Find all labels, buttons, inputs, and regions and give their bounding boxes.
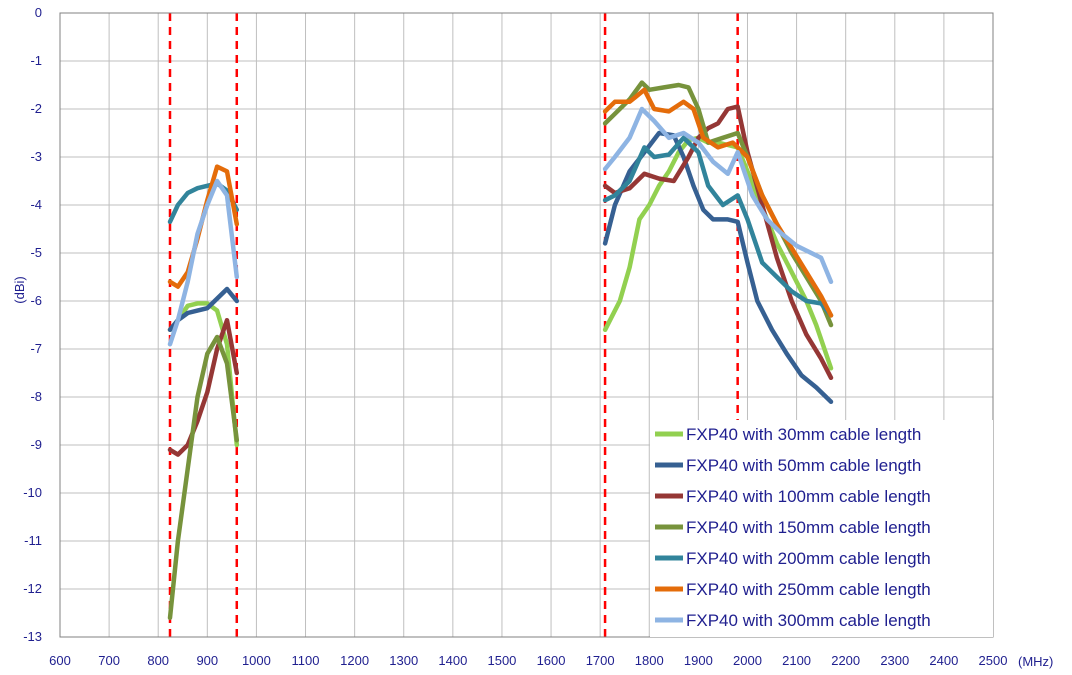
series-lines (167, 80, 834, 621)
y-tick-label: -5 (30, 245, 42, 260)
series-line (167, 178, 240, 347)
x-tick-label: 600 (49, 653, 71, 668)
x-tick-label: 700 (98, 653, 120, 668)
series-line (602, 87, 834, 318)
legend-entry: FXP40 with 30mm cable length (686, 425, 921, 444)
y-tick-label: -11 (24, 533, 42, 548)
x-tick-label: 1900 (684, 653, 713, 668)
y-tick-label: -1 (30, 53, 42, 68)
legend: FXP40 with 30mm cable length FXP40 with 5… (650, 420, 993, 637)
y-tick-label: -3 (30, 149, 42, 164)
series-line (167, 334, 240, 621)
series-line (167, 317, 240, 457)
series-line (602, 130, 834, 405)
x-tick-label: 1500 (487, 653, 516, 668)
legend-entry: FXP40 with 100mm cable length (686, 487, 931, 506)
x-tick-label: 2200 (831, 653, 860, 668)
x-tick-label: 2000 (733, 653, 762, 668)
axes (59, 12, 994, 638)
y-axis-label: (dBi) (12, 276, 27, 303)
legend-box (650, 420, 993, 637)
x-tick-label: 1000 (242, 653, 271, 668)
x-tick-label: 800 (147, 653, 169, 668)
x-tick-label: 1100 (292, 653, 320, 668)
y-tick-label: -2 (30, 101, 42, 116)
series-line (602, 135, 834, 371)
x-tick-label: 1800 (635, 653, 664, 668)
x-tick-label: 1600 (537, 653, 566, 668)
legend-entry: FXP40 with 200mm cable length (686, 549, 931, 568)
plot-frame (59, 12, 994, 638)
legend-entry: FXP40 with 300mm cable length (686, 611, 931, 630)
legend-entry: FXP40 with 50mm cable length (686, 456, 921, 475)
series-line (602, 135, 834, 318)
legend-entry: FXP40 with 150mm cable length (686, 518, 931, 537)
y-tick-label: -4 (30, 197, 42, 212)
x-tick-label: 2500 (979, 653, 1008, 668)
series-line (602, 104, 834, 381)
x-tick-labels: 600 700 800 900 1000 1100 1200 1300 1400 1500 1600… (49, 653, 1007, 668)
x-tick-label: 2100 (782, 653, 811, 668)
x-tick-label: 900 (196, 653, 218, 668)
y-tick-label: 0 (35, 5, 42, 20)
y-tick-label: -13 (23, 629, 42, 644)
y-tick-label: -6 (30, 293, 42, 308)
y-tick-label: -7 (30, 341, 42, 356)
legend-entry: FXP40 with 250mm cable length (686, 580, 931, 599)
x-axis-label: (MHz) (1018, 654, 1053, 669)
x-tick-label: 2400 (929, 653, 958, 668)
y-tick-label: -12 (23, 581, 42, 596)
y-tick-label: -10 (23, 485, 42, 500)
x-tick-label: 1300 (389, 653, 418, 668)
y-tick-labels: 0 -1 -2 -3 -4 -5 -6 -7 -8 -9 -10 -11 -12 -13 (23, 5, 42, 644)
y-tick-label: -8 (30, 389, 42, 404)
x-tick-label: 1700 (586, 653, 615, 668)
x-tick-label: 1200 (340, 653, 369, 668)
x-tick-label: 2300 (880, 653, 909, 668)
x-tick-label: 1400 (438, 653, 467, 668)
series-line (602, 106, 834, 285)
y-tick-label: -9 (30, 437, 42, 452)
